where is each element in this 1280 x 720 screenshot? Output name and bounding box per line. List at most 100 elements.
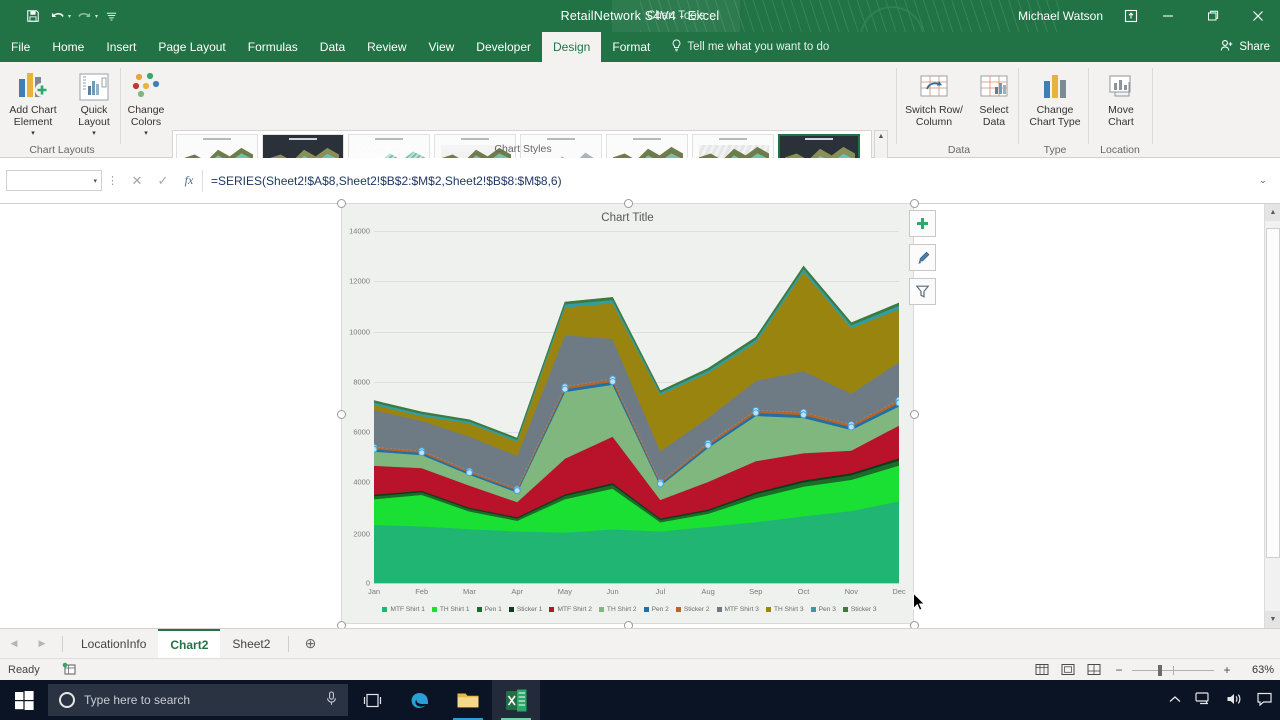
series-point-marker[interactable] [465, 469, 473, 477]
tell-me-box[interactable]: Tell me what you want to do [661, 32, 839, 62]
chart-quick-buttons[interactable] [909, 210, 936, 305]
tab-data[interactable]: Data [319, 40, 346, 54]
cancel-formula-button[interactable]: ✕ [131, 172, 143, 188]
scroll-down-arrow[interactable]: ▼ [1265, 611, 1280, 628]
series-point-marker[interactable] [704, 441, 712, 449]
page-break-view-button[interactable] [1081, 660, 1107, 680]
excel-icon[interactable] [492, 680, 540, 720]
tab-view[interactable]: View [428, 40, 455, 54]
change-chart-type-button[interactable]: Change Chart Type [1024, 67, 1086, 128]
series-point-marker[interactable] [800, 411, 808, 419]
insert-function-button[interactable]: fx [184, 173, 194, 187]
tab-file[interactable]: File [11, 40, 31, 54]
vertical-scroll-thumb[interactable] [1266, 228, 1280, 558]
microphone-icon[interactable] [326, 691, 337, 709]
chart-legend[interactable]: MTF Shirt 1 TH Shirt 1 Pen 1 Sticker 1 MTF S… [356, 603, 903, 615]
move-chart-button[interactable]: Move Chart [1090, 67, 1152, 128]
redo-dropdown-icon[interactable]: ▾ [95, 13, 99, 20]
chart-resize-handle-e[interactable] [910, 410, 919, 419]
normal-view-button[interactable] [1029, 660, 1055, 680]
tab-insert[interactable]: Insert [106, 40, 137, 54]
series-point-marker[interactable] [374, 445, 378, 453]
undo-icon[interactable] [46, 5, 68, 27]
record-macro-icon[interactable] [62, 662, 76, 678]
zoom-slider-thumb[interactable] [1158, 664, 1162, 676]
zoom-level-label[interactable]: 63% [1251, 663, 1274, 676]
chart-plot-area[interactable]: 0 2000 4000 6000 8000 10000 12000 14000 … [349, 227, 906, 597]
legend-item-th-shirt-3[interactable]: TH Shirt 3 [765, 606, 804, 613]
change-colors-dropdown-icon[interactable]: ▾ [144, 130, 148, 137]
chart-filters-button[interactable] [909, 278, 936, 305]
show-hidden-icons-icon[interactable] [1169, 693, 1181, 707]
start-button[interactable] [0, 680, 48, 720]
action-center-icon[interactable] [1257, 692, 1272, 709]
series-point-marker[interactable] [513, 487, 521, 495]
share-button[interactable]: Share [1220, 32, 1270, 62]
select-data-button[interactable]: Select Data [968, 67, 1020, 128]
search-box[interactable]: Type here to search [48, 684, 348, 716]
formula-input[interactable]: =SERIES(Sheet2!$A$8,Sheet2!$B$2:$M$2,She… [202, 169, 1252, 192]
series-point-marker[interactable] [561, 385, 569, 393]
series-point-marker[interactable] [847, 423, 855, 431]
save-icon[interactable] [22, 5, 44, 27]
previous-sheet-button[interactable]: ◀ [10, 638, 18, 648]
legend-item-pen-1[interactable]: Pen 1 [476, 606, 502, 613]
task-view-icon[interactable] [348, 680, 396, 720]
add-chart-element-dropdown-icon[interactable]: ▾ [31, 130, 35, 137]
zoom-control[interactable]: − + 63% [1113, 663, 1274, 677]
windows-taskbar[interactable]: Type here to search [0, 680, 1280, 720]
chart-resize-handle-nw[interactable] [337, 199, 346, 208]
sheet-tab-sheet2[interactable]: Sheet2 [232, 636, 271, 651]
tab-design[interactable]: Design [542, 32, 602, 62]
chart-styles-button[interactable] [909, 244, 936, 271]
legend-item-mtf-shirt-3[interactable]: MTF Shirt 3 [716, 606, 759, 613]
volume-icon[interactable] [1226, 692, 1243, 709]
tab-format[interactable]: Format [612, 40, 651, 54]
series-point-marker[interactable] [609, 378, 617, 386]
series-point-marker[interactable] [895, 399, 899, 407]
network-icon[interactable] [1195, 691, 1212, 709]
series-point-marker[interactable] [752, 409, 760, 417]
edge-icon[interactable] [396, 680, 444, 720]
chart-resize-handle-n[interactable] [624, 199, 633, 208]
zoom-in-button[interactable]: + [1223, 662, 1231, 677]
quick-layout-button[interactable]: Quick Layout ▾ [63, 67, 125, 140]
scroll-up-arrow[interactable]: ▲ [1265, 204, 1280, 221]
enter-formula-button[interactable]: ✓ [157, 172, 169, 188]
sheet-tab-locationinfo[interactable]: LocationInfo [81, 636, 147, 651]
series-point-marker[interactable] [418, 449, 426, 457]
quick-access-toolbar[interactable]: ▾ ▾ [0, 5, 122, 27]
legend-item-mtf-shirt-1[interactable]: MTF Shirt 1 [382, 606, 425, 613]
file-explorer-icon[interactable] [444, 680, 492, 720]
add-chart-element-button[interactable]: Add Chart Element ▾ [2, 67, 64, 140]
legend-item-th-shirt-2[interactable]: TH Shirt 2 [598, 606, 637, 613]
gallery-scroll-up-icon[interactable]: ▲ [877, 133, 885, 140]
name-box-dropdown-icon[interactable]: ▾ [93, 177, 97, 185]
name-box[interactable]: ▾ [6, 170, 102, 191]
area-series-sticker-3[interactable] [374, 265, 899, 441]
quick-layout-dropdown-icon[interactable]: ▾ [92, 130, 96, 137]
sheet-tab-bar[interactable]: ◀ ▶ LocationInfo Chart2 Sheet2 ⊕ [0, 628, 1280, 658]
tab-formulas[interactable]: Formulas [247, 40, 298, 54]
page-layout-view-button[interactable] [1055, 660, 1081, 680]
next-sheet-button[interactable]: ▶ [38, 638, 46, 648]
legend-item-pen-3[interactable]: Pen 3 [810, 606, 836, 613]
legend-item-sticker-1[interactable]: Sticker 1 [508, 606, 542, 613]
legend-item-sticker-3[interactable]: Sticker 3 [842, 606, 877, 613]
formula-bar-grip[interactable]: ⋮ [107, 175, 119, 187]
tab-page-layout[interactable]: Page Layout [158, 40, 226, 54]
tab-home[interactable]: Home [52, 40, 85, 54]
expand-formula-bar-button[interactable]: ⌄ [1259, 175, 1267, 185]
chart-resize-handle-w[interactable] [337, 410, 346, 419]
chart-object[interactable]: Chart Title [337, 199, 936, 630]
legend-item-th-shirt-1[interactable]: TH Shirt 1 [431, 606, 470, 613]
restore-button[interactable] [1190, 0, 1235, 32]
sheet-tab-chart2[interactable]: Chart2 [158, 629, 221, 658]
chart-title[interactable]: Chart Title [601, 212, 654, 224]
account-name[interactable]: Michael Watson [1018, 9, 1103, 23]
legend-item-pen-2[interactable]: Pen 2 [643, 606, 669, 613]
redo-icon[interactable] [73, 5, 95, 27]
tab-review[interactable]: Review [367, 40, 407, 54]
add-sheet-button[interactable]: ⊕ [304, 635, 317, 651]
ribbon-tab-strip[interactable]: File Home Insert Page Layout Formulas Da… [0, 32, 1280, 62]
